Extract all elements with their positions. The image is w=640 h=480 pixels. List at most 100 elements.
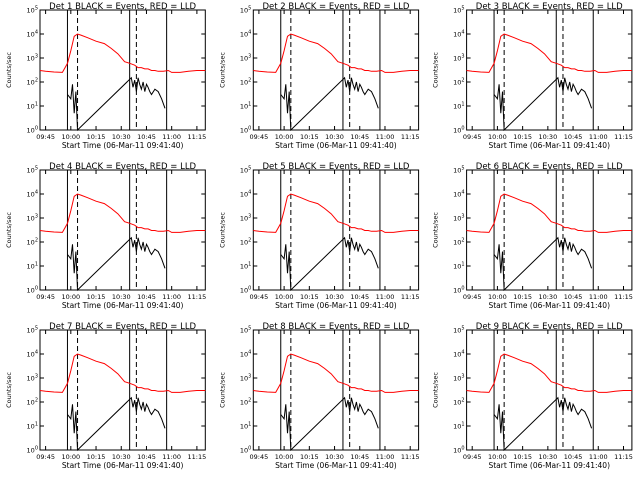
y-axis-label: Counts/sec [5,372,13,408]
x-tick-label: 11:00 [376,453,395,461]
y-tick-label: 104 [27,350,38,359]
y-axis-label: Counts/sec [218,212,226,248]
x-tick-label: 10:00 [61,293,80,301]
panel-title: Det 6 BLACK = Events, RED = LLD [476,162,623,172]
x-tick-label: 10:45 [350,453,369,461]
x-tick-label: 10:00 [488,293,507,301]
x-tick-label: 11:00 [162,453,181,461]
x-tick-label: 10:15 [87,293,106,301]
y-tick-label: 104 [27,30,38,39]
y-tick-label: 103 [240,214,251,223]
x-tick-label: 10:45 [137,133,156,141]
y-tick-label: 100 [453,446,464,455]
y-tick-label: 100 [27,446,38,455]
x-tick-label: 09:45 [250,293,269,301]
plot-frame [39,169,206,291]
x-tick-label: 10:30 [325,293,344,301]
series-lld-line [39,193,206,233]
series-lld-line [253,193,419,233]
x-tick-label: 11:00 [589,133,608,141]
y-tick-label: 101 [240,422,251,431]
y-tick-label: 102 [453,238,464,247]
y-tick-label: 102 [453,398,464,407]
y-tick-label: 103 [453,214,464,223]
y-tick-label: 102 [27,78,38,87]
x-tick-label: 09:45 [463,293,482,301]
y-tick-label: 101 [453,262,464,271]
y-tick-label: 101 [453,102,464,111]
x-tick-label: 11:00 [376,293,395,301]
y-tick-label: 103 [27,54,38,63]
x-tick-label: 11:00 [162,293,181,301]
x-axis-label: Start Time (06-Mar-11 09:41:40) [488,141,610,150]
y-tick-label: 105 [240,166,251,175]
x-tick-label: 10:00 [61,453,80,461]
panel-title: Det 4 BLACK = Events, RED = LLD [49,162,196,172]
series-lld-line [39,33,206,73]
plot-frame [466,329,633,451]
series-lld-line [253,353,419,393]
x-tick-label: 10:15 [513,453,532,461]
y-tick-label: 103 [453,54,464,63]
detector-panel-1: Det 1 BLACK = Events, RED = LLD 100 101 102… [5,2,206,150]
x-tick-label: 11:15 [401,133,420,141]
panel-title: Det 5 BLACK = Events, RED = LLD [262,162,409,172]
y-tick-label: 105 [27,166,38,175]
series-events-line [67,76,166,132]
y-tick-label: 105 [453,166,464,175]
y-tick-label: 102 [240,238,251,247]
x-tick-label: 11:15 [188,453,207,461]
x-axis-label: Start Time (06-Mar-11 09:41:40) [275,301,397,310]
x-tick-label: 11:00 [376,133,395,141]
series-events-line [280,76,379,132]
x-tick-label: 09:45 [463,133,482,141]
x-tick-label: 10:45 [564,133,583,141]
detector-panel-9: Det 9 BLACK = Events, RED = LLD 100 101 102… [432,322,633,470]
x-tick-label: 09:45 [36,293,55,301]
panel-title: Det 8 BLACK = Events, RED = LLD [262,322,409,332]
y-tick-label: 105 [453,326,464,335]
y-tick-label: 102 [453,78,464,87]
x-tick-label: 10:15 [87,133,106,141]
x-axis-label: Start Time (06-Mar-11 09:41:40) [275,141,397,150]
y-tick-label: 101 [240,262,251,271]
y-tick-label: 103 [27,374,38,383]
detector-panel-3: Det 3 BLACK = Events, RED = LLD 100 101 102… [432,2,633,150]
x-tick-label: 10:15 [300,133,319,141]
y-tick-label: 100 [240,446,251,455]
y-axis-label: Counts/sec [218,372,226,408]
x-tick-label: 09:45 [250,133,269,141]
y-tick-label: 104 [240,350,251,359]
x-tick-label: 11:15 [401,453,420,461]
x-tick-label: 10:45 [350,293,369,301]
x-tick-label: 10:30 [112,453,131,461]
detector-panel-7: Det 7 BLACK = Events, RED = LLD 100 101 102… [5,322,206,470]
x-axis-label: Start Time (06-Mar-11 09:41:40) [62,461,184,470]
x-axis-label: Start Time (06-Mar-11 09:41:40) [488,461,610,470]
y-tick-label: 100 [453,286,464,295]
x-tick-label: 11:00 [162,133,181,141]
x-tick-label: 11:15 [401,293,420,301]
x-tick-label: 11:00 [589,293,608,301]
y-tick-label: 103 [453,374,464,383]
detector-panel-8: Det 8 BLACK = Events, RED = LLD 100 101 102… [218,322,419,470]
x-tick-label: 11:15 [614,293,633,301]
y-axis-label: Counts/sec [218,52,226,88]
series-lld-line [466,193,632,233]
series-events-line [493,236,593,292]
y-tick-label: 105 [240,6,251,15]
y-axis-label: Counts/sec [5,52,13,88]
y-axis-label: Counts/sec [432,52,440,88]
x-axis-label: Start Time (06-Mar-11 09:41:40) [275,461,397,470]
panel-title: Det 9 BLACK = Events, RED = LLD [476,322,623,332]
x-tick-label: 09:45 [250,453,269,461]
plot-frame [252,9,420,131]
y-tick-label: 100 [453,126,464,135]
y-tick-label: 105 [27,6,38,15]
x-tick-label: 10:15 [300,453,319,461]
series-events-line [67,396,166,452]
y-tick-label: 104 [453,350,464,359]
y-tick-label: 101 [27,422,38,431]
panel-title: Det 1 BLACK = Events, RED = LLD [49,2,196,12]
